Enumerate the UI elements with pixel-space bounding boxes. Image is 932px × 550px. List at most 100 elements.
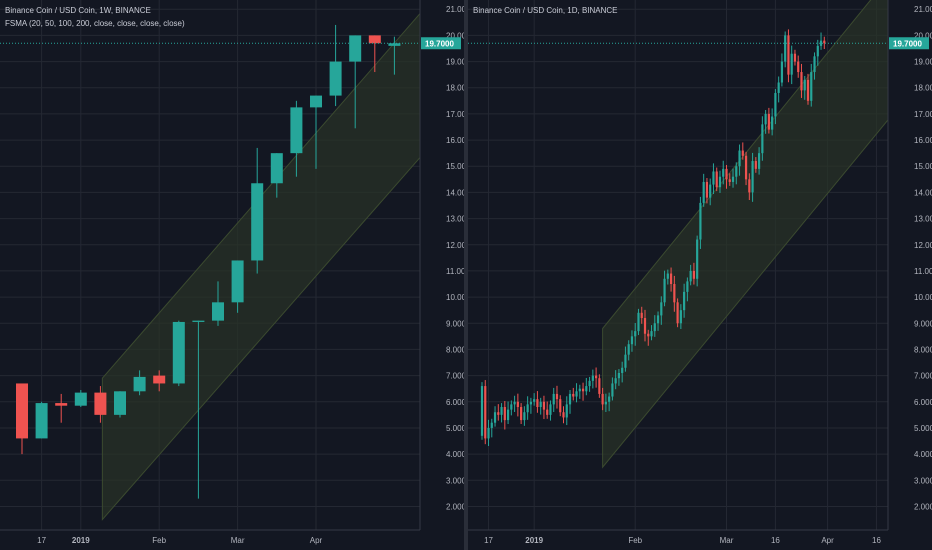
candle — [349, 35, 362, 129]
price-tick-label: 19.0000 — [914, 58, 932, 67]
candle-body — [552, 393, 555, 405]
candle — [510, 400, 513, 416]
badge-bg — [889, 37, 929, 50]
candle — [634, 323, 637, 346]
candle — [767, 107, 770, 134]
candle-body — [624, 354, 627, 368]
candle-body — [696, 239, 699, 279]
candle-body — [810, 72, 813, 101]
candle — [653, 315, 656, 337]
candle — [725, 164, 728, 189]
candle-body — [754, 161, 757, 169]
candle-body — [310, 95, 322, 108]
candle-body — [588, 380, 591, 387]
price-tick-label: 11.0000 — [914, 267, 932, 276]
candle-body — [797, 61, 800, 73]
pane-divider[interactable] — [464, 0, 468, 550]
price-tick-label: 16.0000 — [446, 136, 464, 145]
candle — [705, 178, 709, 204]
candle-body — [793, 53, 797, 62]
candle — [731, 168, 735, 188]
candle-body — [725, 168, 728, 180]
candle — [803, 75, 806, 100]
candle-body — [490, 422, 493, 428]
candle — [192, 320, 205, 499]
candle — [660, 296, 663, 325]
daily-chart-svg[interactable]: 2.0000 3.0000 4.0000 5.0000 6.0000 7.0000 8.00… — [468, 0, 932, 550]
candle-body — [542, 401, 546, 410]
candle — [490, 418, 493, 438]
candle-body — [539, 401, 542, 408]
candle-body — [516, 401, 519, 408]
time-tick-label: 16 — [771, 536, 780, 545]
candle-body — [660, 302, 663, 316]
candle — [751, 152, 754, 202]
candle-body — [562, 412, 565, 418]
candle-body — [500, 407, 503, 415]
candles — [480, 29, 826, 446]
time-tick-label: 2019 — [72, 536, 90, 545]
candle-body — [533, 399, 536, 402]
candle — [666, 269, 669, 285]
time-tick-label: Feb — [152, 536, 166, 545]
weekly-chart-pane[interactable]: 2.0000 3.0000 4.0000 5.0000 6.0000 7.0000 8.00… — [0, 0, 464, 550]
candle-body — [718, 176, 722, 188]
candle-body — [572, 393, 575, 397]
candle-body — [741, 150, 744, 156]
candle — [640, 306, 643, 324]
candle-body — [751, 161, 754, 193]
daily-chart-pane[interactable]: 2.0000 3.0000 4.0000 5.0000 6.0000 7.0000 8.00… — [468, 0, 932, 550]
candle-body — [689, 270, 692, 282]
price-tick-label: 12.0000 — [446, 241, 464, 250]
candle-body — [192, 320, 205, 322]
price-tick-label: 17.0000 — [446, 110, 464, 119]
candle-body — [663, 278, 666, 303]
candle — [647, 329, 650, 346]
candle-body — [715, 171, 718, 188]
candle — [679, 304, 682, 330]
candle-body — [705, 181, 709, 198]
candle — [696, 235, 699, 287]
candle-body — [712, 171, 715, 185]
candle — [539, 397, 542, 415]
candle-body — [787, 35, 790, 75]
candle — [673, 275, 676, 312]
price-tick-label: 16.0000 — [914, 136, 932, 145]
candle — [709, 178, 712, 206]
time-tick-label: Apr — [310, 536, 323, 545]
candle — [290, 100, 303, 177]
candle-body — [94, 392, 107, 415]
candle-body — [764, 113, 767, 125]
time-tick-label: Apr — [821, 536, 834, 545]
candle-body — [692, 270, 695, 279]
price-tick-label: 12.0000 — [914, 241, 932, 250]
candle-body — [738, 150, 741, 167]
candle — [761, 116, 764, 161]
price-tick-label: 4.0000 — [446, 450, 464, 459]
candle-body — [510, 404, 513, 410]
candle-body — [813, 56, 816, 73]
candle — [598, 374, 601, 398]
candle — [741, 142, 744, 160]
candle — [172, 320, 185, 387]
time-axis — [0, 530, 464, 550]
candle — [575, 383, 578, 403]
badge-bg — [421, 37, 461, 50]
candle — [329, 24, 342, 107]
candle-body — [647, 333, 650, 337]
price-tick-label: 5.0000 — [446, 424, 464, 433]
candle — [806, 73, 810, 105]
candle-body — [595, 375, 598, 379]
candle-body — [748, 179, 751, 193]
last-price-badge: 19.7000 — [421, 37, 461, 50]
weekly-chart-svg[interactable]: 2.0000 3.0000 4.0000 5.0000 6.0000 7.0000 8.00… — [0, 0, 464, 550]
candle-body — [617, 372, 621, 379]
price-tick-label: 15.0000 — [914, 162, 932, 171]
price-tick-label: 13.0000 — [914, 215, 932, 224]
price-tick-label: 13.0000 — [446, 215, 464, 224]
candle — [627, 340, 630, 361]
fsma-indicator-label[interactable]: FSMA (20, 50, 100, 200, close, close, cl… — [5, 19, 185, 28]
candle — [310, 95, 322, 169]
candle-body — [114, 391, 126, 415]
time-tick-label: Mar — [231, 536, 245, 545]
